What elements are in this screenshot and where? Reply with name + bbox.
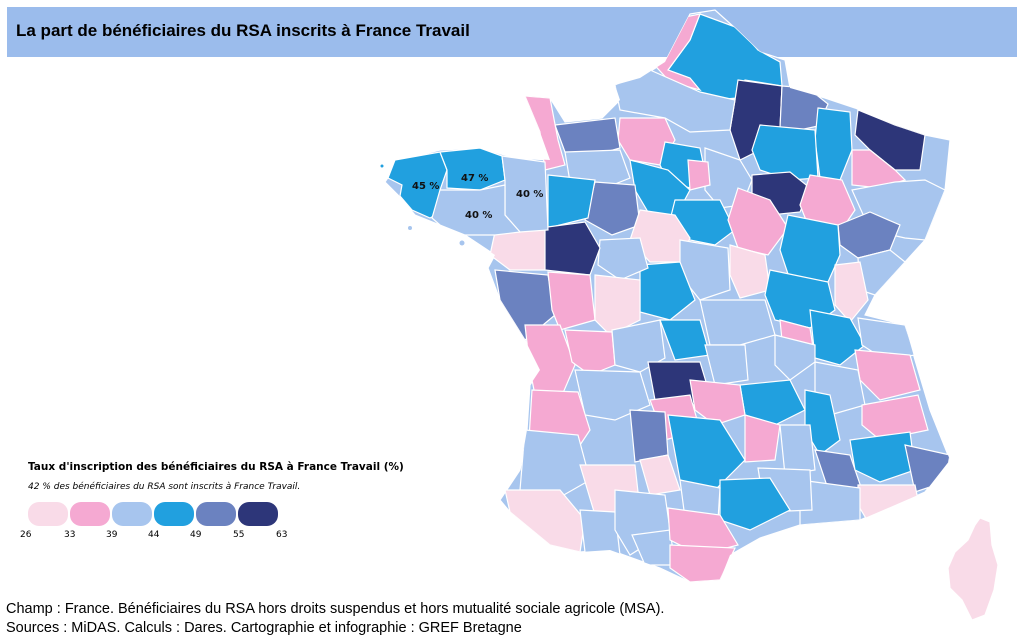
legend-swatches xyxy=(28,502,278,526)
legend: Taux d'inscription des bénéficiaires du … xyxy=(20,458,428,548)
corsica xyxy=(947,517,999,621)
dept-hautes-pyrenees xyxy=(579,509,621,556)
dept-pyrenees-atl xyxy=(504,489,586,553)
dept-cantal xyxy=(689,379,746,426)
dept-mayenne xyxy=(547,174,596,229)
dept-cotes-darmor xyxy=(439,147,506,191)
dept-tarn-garonne xyxy=(639,454,681,496)
page-title: La part de bénéficiaires du RSA inscrits… xyxy=(16,21,470,40)
legend-swatch-5 xyxy=(196,502,236,526)
label-ille-et-vilaine: 40 % xyxy=(516,189,543,200)
legend-tick: 44 xyxy=(148,530,160,540)
dept-paris-small xyxy=(687,159,711,191)
dept-somme xyxy=(614,69,736,133)
dept-var xyxy=(857,484,921,526)
dept-pyrenees-or xyxy=(669,544,736,582)
legend-tick: 26 xyxy=(20,530,32,540)
label-morbihan: 40 % xyxy=(465,210,492,221)
legend-swatch-2 xyxy=(70,502,110,526)
dept-ardeche xyxy=(779,424,816,476)
dept-meurthe xyxy=(851,149,907,189)
dept-morbihan xyxy=(431,184,522,236)
dept-deux-sevres xyxy=(547,271,596,331)
dept-indre-loire xyxy=(597,237,649,281)
dept-herault xyxy=(719,477,791,531)
dept-puy-dome xyxy=(704,344,749,386)
footer-scope: Champ : France. Bénéficiaires du RSA hor… xyxy=(6,601,665,617)
legend-tick: 33 xyxy=(64,530,76,540)
dept-allier xyxy=(699,299,776,346)
legend-tick: 63 xyxy=(276,530,288,540)
dept-alpes-hp xyxy=(849,431,916,483)
dept-manche xyxy=(524,95,566,171)
legend-swatch-4 xyxy=(154,502,194,526)
legend-swatch-6 xyxy=(238,502,278,526)
dept-rhone xyxy=(774,334,816,381)
dept-aveyron xyxy=(667,414,746,491)
dept-jura xyxy=(834,261,869,323)
dept-landes xyxy=(519,429,591,501)
legend-tick: 39 xyxy=(106,530,118,540)
dept-lot-garonne xyxy=(629,409,669,463)
legend-title: Taux d'inscription des bénéficiaires du … xyxy=(28,461,404,473)
dept-cote-dor xyxy=(779,214,841,283)
label-cotes-darmor: 47 % xyxy=(461,173,488,184)
dept-yonne xyxy=(727,187,789,256)
dept-nievre xyxy=(729,244,771,299)
dept-drome xyxy=(804,389,841,456)
legend-swatch-1 xyxy=(28,502,68,526)
footer: Champ : France. Bénéficiaires du RSA hor… xyxy=(6,600,664,638)
legend-ticks: 26 33 39 44 49 55 63 xyxy=(20,530,328,544)
legend-tick: 49 xyxy=(190,530,202,540)
title-bar: La part de bénéficiaires du RSA inscrits… xyxy=(7,7,1017,57)
dept-charente xyxy=(564,329,616,376)
legend-note: 42 % des bénéficiaires du RSA sont inscr… xyxy=(28,482,301,492)
label-finistere: 45 % xyxy=(412,181,439,192)
dept-lozere xyxy=(744,414,781,463)
footer-sources: Sources : MiDAS. Calculs : Dares. Cartog… xyxy=(6,620,522,636)
legend-swatch-3 xyxy=(112,502,152,526)
legend-tick: 55 xyxy=(233,530,245,540)
